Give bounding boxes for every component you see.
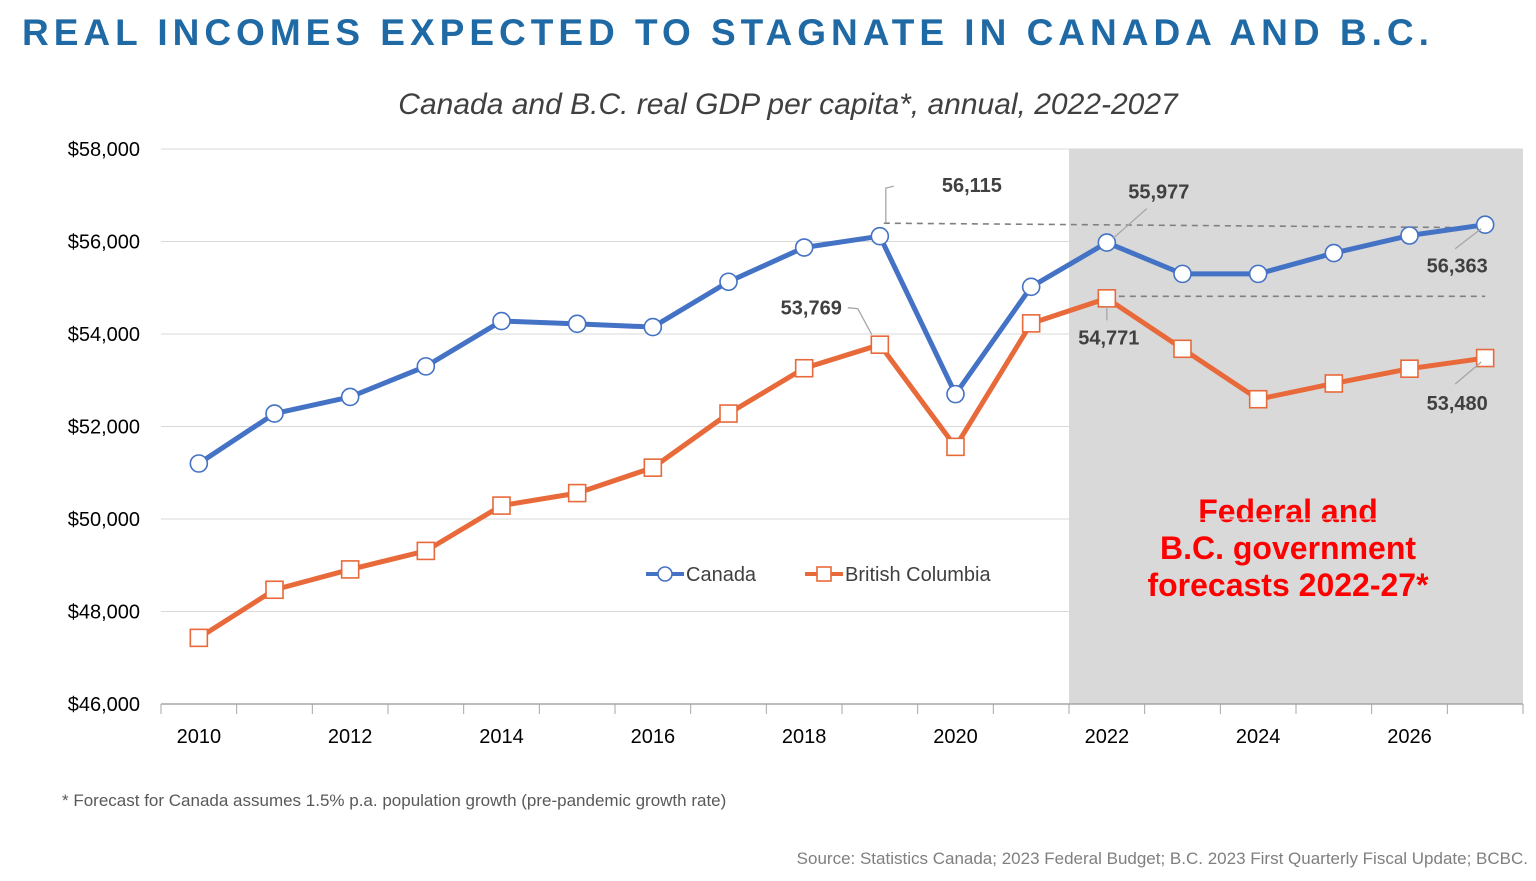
- data-point-canada: [719, 272, 738, 292]
- x-tick-label: 2024: [1236, 726, 1281, 748]
- series-line-british-columbia: [197, 295, 1486, 640]
- chart-title: Canada and B.C. real GDP per capita*, an…: [398, 88, 1178, 121]
- y-tick-label: $48,000: [68, 602, 140, 624]
- data-point-british-columbia: [1021, 314, 1041, 333]
- y-tick-label: $52,000: [68, 417, 140, 439]
- data-point-british-columbia: [340, 560, 360, 579]
- y-tick-label: $56,000: [68, 232, 140, 254]
- data-point-british-columbia: [492, 496, 511, 515]
- data-point-british-columbia: [1173, 339, 1192, 359]
- x-tick-label: 2016: [631, 726, 676, 748]
- data-point-british-columbia: [794, 358, 814, 378]
- x-tick-label: 2018: [782, 726, 827, 748]
- data-label: 55,977: [1128, 182, 1189, 204]
- data-point-canada: [340, 387, 360, 407]
- data-label: 53,769: [781, 298, 842, 320]
- data-point-british-columbia: [946, 437, 965, 457]
- data-point-canada: [1021, 277, 1041, 297]
- data-point-canada: [1400, 226, 1419, 245]
- data-label: 56,115: [942, 175, 1002, 197]
- y-tick-label: $46,000: [68, 694, 140, 716]
- data-point-canada: [794, 238, 814, 257]
- legend-marker: [657, 566, 673, 582]
- forecast-label: forecasts 2022-27*: [1147, 567, 1429, 603]
- data-point-british-columbia: [189, 628, 209, 648]
- data-point-british-columbia: [643, 458, 663, 477]
- legend-label: Canada: [686, 564, 757, 586]
- x-tick-label: 2012: [328, 726, 373, 748]
- reference-dashed-line: [883, 222, 1486, 229]
- forecast-label: B.C. government: [1160, 530, 1416, 566]
- x-tick-label: 2026: [1387, 726, 1432, 748]
- data-point-canada: [416, 357, 436, 376]
- series-line-canada: [197, 222, 1486, 466]
- data-label-leader: [885, 185, 894, 223]
- data-point-canada: [189, 454, 209, 473]
- data-point-canada: [567, 314, 587, 334]
- data-point-canada: [1173, 264, 1192, 284]
- data-label-leader: [1454, 228, 1482, 250]
- data-point-canada: [265, 404, 284, 423]
- x-tick-label: 2014: [479, 726, 524, 748]
- data-label-leader: [847, 307, 873, 335]
- x-tick-label: 2022: [1085, 726, 1130, 748]
- source-note: Source: Statistics Canada; 2023 Federal …: [796, 849, 1528, 868]
- data-point-british-columbia: [1324, 374, 1344, 393]
- y-tick-label: $50,000: [68, 509, 140, 531]
- data-point-british-columbia: [1097, 289, 1117, 308]
- x-tick-label: 2010: [177, 726, 222, 748]
- data-label: 53,480: [1427, 393, 1488, 415]
- data-point-canada: [1097, 233, 1117, 252]
- data-label: 54,771: [1078, 327, 1139, 349]
- data-point-british-columbia: [1248, 389, 1268, 409]
- data-point-british-columbia: [567, 483, 587, 503]
- page-headline: REAL INCOMES EXPECTED TO STAGNATE IN CAN…: [22, 12, 1434, 53]
- data-label-leader: [1112, 208, 1148, 240]
- data-point-british-columbia: [1400, 359, 1419, 378]
- data-point-canada: [1248, 264, 1268, 284]
- data-point-canada: [492, 311, 511, 331]
- data-point-canada: [946, 384, 965, 404]
- data-point-british-columbia: [719, 404, 738, 423]
- legend-marker: [816, 566, 832, 582]
- data-point-british-columbia: [870, 335, 890, 354]
- data-point-canada: [643, 317, 663, 337]
- y-tick-label: $54,000: [68, 324, 140, 346]
- forecast-label: Federal and: [1198, 493, 1378, 529]
- legend-label: British Columbia: [845, 564, 991, 586]
- data-point-canada: [1324, 243, 1344, 263]
- data-point-canada: [870, 226, 890, 246]
- x-tick-label: 2020: [933, 726, 978, 748]
- data-point-british-columbia: [265, 580, 284, 600]
- data-label: 56,363: [1427, 256, 1488, 278]
- data-label-leader: [1454, 361, 1482, 385]
- footnote: * Forecast for Canada assumes 1.5% p.a. …: [62, 791, 727, 810]
- data-point-british-columbia: [416, 541, 436, 561]
- y-tick-label: $58,000: [68, 139, 140, 161]
